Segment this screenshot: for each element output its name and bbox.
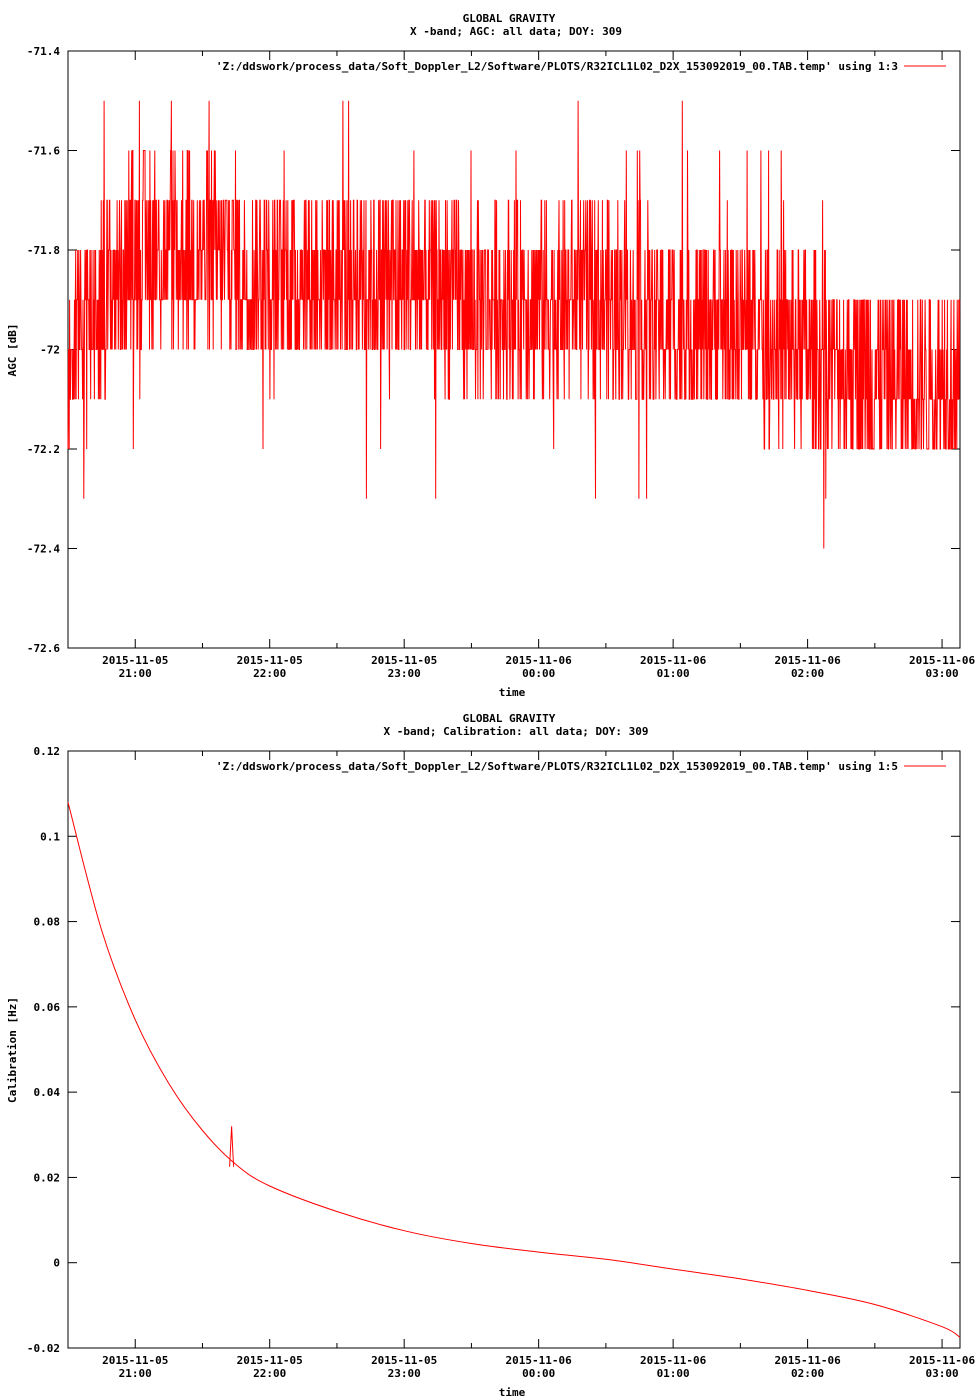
calibration-spike — [229, 1126, 235, 1167]
calibration-y-ticks: 0.12 0.1 0.08 0.06 0.04 0.02 0 -0.02 — [27, 745, 960, 1355]
x-tick-time-label: 23:00 — [388, 667, 421, 680]
y-tick-label: -72.4 — [27, 543, 60, 556]
y-tick-label: 0.12 — [34, 745, 61, 758]
x-tick-time-label: 02:00 — [791, 1367, 824, 1380]
y-tick-label: 0.1 — [40, 830, 60, 843]
calibration-y-axis-label: Calibration [Hz] — [6, 997, 19, 1103]
calibration-x-ticks: 2015-11-0521:002015-11-0522:002015-11-05… — [67, 751, 976, 1380]
x-tick-date-label: 2015-11-06 — [909, 654, 976, 667]
agc-legend-label: 'Z:/ddswork/process_data/Soft_Doppler_L2… — [216, 60, 898, 73]
x-tick-date-label: 2015-11-06 — [640, 1354, 707, 1367]
agc-series-line — [67, 100, 961, 549]
calibration-subtitle: X -band; Calibration: all data; DOY: 309 — [384, 725, 649, 738]
x-tick-date-label: 2015-11-05 — [237, 1354, 303, 1367]
x-tick-date-label: 2015-11-06 — [506, 1354, 573, 1367]
y-tick-label: -71.8 — [27, 244, 60, 257]
x-tick-time-label: 02:00 — [791, 667, 824, 680]
x-tick-date-label: 2015-11-06 — [909, 1354, 976, 1367]
calibration-x-axis-label: time — [499, 1386, 526, 1399]
calibration-plot-frame — [67, 750, 961, 1349]
agc-subtitle: X -band; AGC: all data; DOY: 309 — [410, 25, 622, 38]
x-tick-date-label: 2015-11-05 — [371, 654, 437, 667]
x-tick-date-label: 2015-11-05 — [371, 1354, 437, 1367]
x-tick-date-label: 2015-11-06 — [774, 654, 841, 667]
x-tick-time-label: 22:00 — [253, 667, 286, 680]
x-tick-time-label: 23:00 — [388, 1367, 421, 1380]
x-tick-date-label: 2015-11-05 — [102, 1354, 168, 1367]
calibration-series-line — [67, 802, 961, 1338]
agc-x-ticks: 2015-11-0521:002015-11-0522:002015-11-05… — [67, 51, 976, 680]
x-tick-time-label: 21:00 — [119, 667, 152, 680]
calibration-chart: GLOBAL GRAVITY X -band; Calibration: all… — [6, 712, 976, 1399]
y-tick-label: 0.02 — [34, 1171, 61, 1184]
y-tick-label: 0.08 — [34, 916, 61, 929]
x-tick-date-label: 2015-11-05 — [102, 654, 168, 667]
y-tick-label: 0.06 — [34, 1001, 61, 1014]
y-tick-label: 0.04 — [34, 1086, 61, 1099]
x-tick-time-label: 22:00 — [253, 1367, 286, 1380]
y-tick-label: 0 — [53, 1257, 60, 1270]
agc-chart: GLOBAL GRAVITY X -band; AGC: all data; D… — [6, 12, 976, 699]
x-tick-date-label: 2015-11-06 — [506, 654, 573, 667]
y-tick-label: -0.02 — [27, 1342, 60, 1355]
agc-y-axis-label: AGC [dB] — [6, 324, 19, 377]
y-tick-label: -72.6 — [27, 642, 60, 655]
x-tick-time-label: 00:00 — [522, 1367, 555, 1380]
x-tick-time-label: 01:00 — [657, 667, 690, 680]
y-tick-label: -72 — [40, 344, 60, 357]
x-tick-date-label: 2015-11-06 — [640, 654, 707, 667]
calibration-title: GLOBAL GRAVITY — [463, 712, 556, 725]
calibration-legend-label: 'Z:/ddswork/process_data/Soft_Doppler_L2… — [216, 760, 898, 773]
x-tick-time-label: 03:00 — [926, 1367, 959, 1380]
y-tick-label: -71.6 — [27, 145, 60, 158]
y-tick-label: -71.4 — [27, 45, 60, 58]
x-tick-time-label: 21:00 — [119, 1367, 152, 1380]
agc-x-axis-label: time — [499, 686, 526, 699]
x-tick-date-label: 2015-11-06 — [774, 1354, 841, 1367]
agc-title: GLOBAL GRAVITY — [463, 12, 556, 25]
x-tick-time-label: 03:00 — [926, 667, 959, 680]
x-tick-date-label: 2015-11-05 — [237, 654, 303, 667]
x-tick-time-label: 00:00 — [522, 667, 555, 680]
y-tick-label: -72.2 — [27, 443, 60, 456]
x-tick-time-label: 01:00 — [657, 1367, 690, 1380]
